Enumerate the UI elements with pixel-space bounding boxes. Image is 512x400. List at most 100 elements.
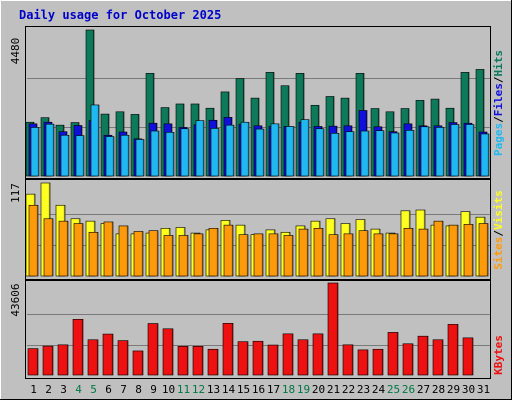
- sites-bar-day-12-shadow: [201, 233, 203, 276]
- pages-bar-day-14: [225, 124, 235, 177]
- sites-bar-day-25-shadow: [396, 233, 398, 276]
- kbytes-bar-day-2-shadow: [51, 346, 53, 375]
- kbytes-bar-day-24: [372, 348, 384, 376]
- hits-bar-day-31-shadow: [482, 69, 484, 176]
- pages-bar-day-13: [210, 128, 220, 177]
- pages-bar-day-30-shadow: [472, 124, 474, 176]
- kbytes-bar-day-1: [27, 348, 39, 376]
- kbytes-bar-day-11: [177, 346, 189, 376]
- kbytes-bar-day-29: [447, 324, 459, 376]
- pages-bar-day-11-shadow: [187, 128, 189, 176]
- pages-bar-day-3: [60, 134, 70, 177]
- kbytes-bar-day-19: [297, 339, 309, 376]
- sites-bar-day-7-shadow: [126, 225, 128, 276]
- kbytes-bar-day-1-shadow: [36, 348, 38, 375]
- sites-bar-day-19: [298, 228, 309, 277]
- pages-bar-day-18: [285, 126, 295, 177]
- sites-bar-day-5: [88, 231, 99, 277]
- kbytes-bar-day-5-shadow: [96, 339, 98, 375]
- sites-bar-day-9: [148, 230, 159, 277]
- kbytes-bar-day-7: [117, 340, 129, 376]
- day-label-26: 26: [402, 383, 415, 396]
- pages-bar-day-12-shadow: [202, 120, 204, 176]
- day-label-27: 27: [417, 383, 430, 396]
- panel-frames: [25, 26, 491, 379]
- sites-bar-day-21: [328, 234, 339, 277]
- kbytes-bar-day-8: [132, 350, 144, 376]
- chart-title: Daily usage for October 2025: [19, 8, 221, 22]
- pages-bar-day-5-shadow: [97, 104, 99, 176]
- day-label-1: 1: [30, 383, 37, 396]
- day-label-24: 24: [372, 383, 386, 396]
- kbytes-bar-day-18: [282, 333, 294, 376]
- pages-bar-day-10: [165, 132, 175, 177]
- kbytes-bar-day-24-shadow: [381, 349, 383, 375]
- day-label-31: 31: [477, 383, 490, 396]
- pages-bar-day-18-shadow: [292, 126, 294, 176]
- day-label-23: 23: [357, 383, 370, 396]
- pages-bar-day-7-shadow: [127, 135, 129, 176]
- sites-bar-day-13: [208, 228, 219, 277]
- pages-bar-day-17: [270, 123, 280, 177]
- pages-bar-day-1-shadow: [37, 127, 39, 176]
- kbytes-bar-day-4-shadow: [81, 319, 83, 375]
- kbytes-bar-day-22-shadow: [351, 344, 353, 375]
- sites-bar-day-9-shadow: [156, 230, 158, 276]
- kbytes-bar-day-3: [57, 344, 69, 376]
- pages-bar-day-29: [450, 124, 460, 177]
- pages-bar-day-28-shadow: [442, 127, 444, 176]
- hits-files-pages-legend: Pages/Files/Hits: [492, 50, 505, 156]
- sites-bar-day-28: [433, 220, 444, 277]
- day-label-21: 21: [327, 383, 340, 396]
- pages-bar-day-27: [420, 126, 430, 177]
- visits-ymax-label: 117: [9, 183, 22, 203]
- sites-bar-day-15: [238, 234, 249, 277]
- pages-bar-day-19: [300, 119, 310, 177]
- day-label-11: 11: [177, 383, 190, 396]
- day-label-29: 29: [447, 383, 460, 396]
- pages-bar-day-2: [45, 123, 55, 177]
- kbytes-bar-day-28-shadow: [441, 339, 443, 375]
- sites-bar-day-16: [253, 233, 264, 277]
- sites-bar-day-26-shadow: [411, 228, 413, 276]
- sites-bar-day-2-shadow: [51, 218, 53, 276]
- pages-bar-day-9-shadow: [157, 131, 159, 176]
- pages-bar-day-21: [330, 133, 340, 177]
- kbytes-bar-day-23: [357, 349, 369, 376]
- sites-bar-day-8-shadow: [141, 231, 143, 276]
- legend-part-kbytes-0: KBytes: [492, 335, 505, 375]
- kbytes-bar-day-9: [147, 323, 159, 376]
- pages-bar-day-15: [240, 121, 250, 177]
- kbytes-bar-day-20-shadow: [321, 333, 323, 375]
- pages-bar-day-16: [255, 128, 265, 177]
- kbytes-bar-day-26: [402, 343, 414, 376]
- hits-bar-day-5-shadow: [92, 30, 94, 176]
- day-label-30: 30: [462, 383, 475, 396]
- kbytes-bar-day-3-shadow: [66, 344, 68, 375]
- kbytes-bar-day-10: [162, 328, 174, 376]
- sites-bar-day-23: [358, 230, 369, 277]
- kbytes-bar-day-23-shadow: [366, 349, 368, 375]
- pages-bar-day-25-shadow: [397, 132, 399, 176]
- legend-part-hits-files-pages-2: Files: [492, 83, 505, 116]
- day-label-15: 15: [237, 383, 250, 396]
- pages-bar-day-27-shadow: [427, 126, 429, 176]
- sites-bar-day-11: [178, 235, 189, 277]
- legend-part-hits-files-pages-4: Hits: [492, 50, 505, 77]
- kbytes-bar-day-21-shadow: [336, 283, 338, 375]
- kbytes-bar-day-15-shadow: [246, 341, 248, 375]
- pages-bar-day-13-shadow: [217, 128, 219, 176]
- sites-bar-day-22: [343, 233, 354, 277]
- pages-bar-day-22-shadow: [352, 131, 354, 176]
- kbytes-bar-day-16: [252, 340, 264, 376]
- kbytes-bar-day-25: [387, 332, 399, 376]
- legend-part-hits-files-pages-3: /: [492, 76, 505, 83]
- pages-bar-day-6-shadow: [112, 136, 114, 176]
- day-label-2: 2: [45, 383, 52, 396]
- kbytes-bar-day-18-shadow: [291, 333, 293, 375]
- pages-bar-day-22: [345, 131, 355, 177]
- kbytes-bar-day-19-shadow: [306, 339, 308, 375]
- pages-bar-day-16-shadow: [262, 129, 264, 176]
